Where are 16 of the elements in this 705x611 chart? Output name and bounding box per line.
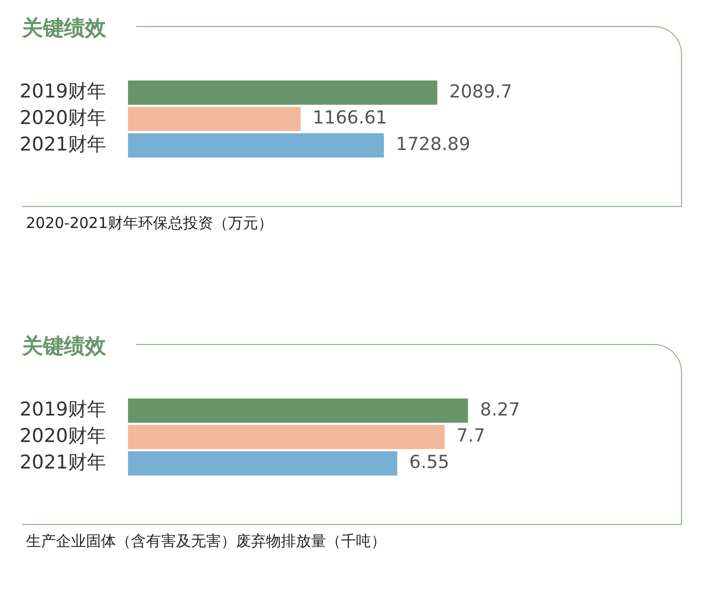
chart-title: 关键绩效 [22,15,106,42]
text: 生产企业固体（含有害及无害）废弃物排放量（千吨） [26,531,387,551]
data-label: 1728.89 [396,134,470,156]
data-label: 2089.7 [449,81,512,102]
y-tick-label: 2021财年 [20,133,106,156]
text: 2020-2021财年环保总投资（万元） [26,213,274,233]
data-label: 1166.61 [312,108,388,129]
data-label: 6.55 [409,452,450,474]
y-tick-label: 2021财年 [20,451,106,474]
y-tick-label: 2019财年 [20,80,106,103]
data-label: 8.27 [480,399,520,420]
y-tick-label: 2020财年 [20,424,106,447]
chart-title: 关键绩效 [22,333,106,360]
data-label: 7.7 [456,426,486,447]
y-tick-label: 2019财年 [20,398,106,421]
y-tick-label: 2020财年 [20,106,106,129]
